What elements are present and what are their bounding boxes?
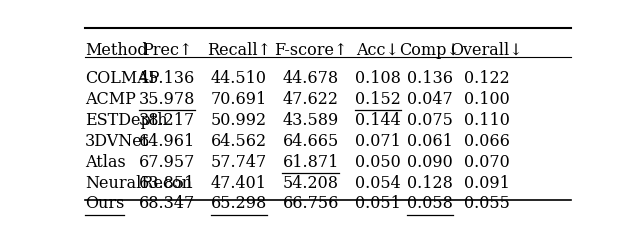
Text: NeuralRecon: NeuralRecon bbox=[85, 174, 192, 191]
Text: F-score↑: F-score↑ bbox=[274, 42, 348, 59]
Text: 0.122: 0.122 bbox=[464, 70, 509, 87]
Text: 54.208: 54.208 bbox=[283, 174, 339, 191]
Text: 0.071: 0.071 bbox=[355, 132, 401, 149]
Text: 63.851: 63.851 bbox=[139, 174, 195, 191]
Text: 0.108: 0.108 bbox=[355, 70, 401, 87]
Text: 0.136: 0.136 bbox=[406, 70, 452, 87]
Text: 0.100: 0.100 bbox=[464, 91, 509, 108]
Text: 47.401: 47.401 bbox=[211, 174, 267, 191]
Text: 3DVNet: 3DVNet bbox=[85, 132, 149, 149]
Text: 68.347: 68.347 bbox=[139, 195, 195, 212]
Text: 70.691: 70.691 bbox=[211, 91, 267, 108]
Text: 61.871: 61.871 bbox=[282, 153, 339, 170]
Text: Ours: Ours bbox=[85, 195, 124, 212]
Text: 0.058: 0.058 bbox=[407, 195, 452, 212]
Text: Comp↓: Comp↓ bbox=[399, 42, 460, 59]
Text: 0.047: 0.047 bbox=[407, 91, 452, 108]
Text: 64.665: 64.665 bbox=[282, 132, 339, 149]
Text: 0.128: 0.128 bbox=[407, 174, 452, 191]
Text: 0.050: 0.050 bbox=[355, 153, 401, 170]
Text: 67.957: 67.957 bbox=[139, 153, 195, 170]
Text: 0.055: 0.055 bbox=[464, 195, 509, 212]
Text: 44.678: 44.678 bbox=[283, 70, 339, 87]
Text: 43.589: 43.589 bbox=[282, 112, 339, 128]
Text: 0.054: 0.054 bbox=[355, 174, 401, 191]
Text: Atlas: Atlas bbox=[85, 153, 125, 170]
Text: 0.090: 0.090 bbox=[407, 153, 452, 170]
Text: 35.978: 35.978 bbox=[139, 91, 195, 108]
Text: 0.144: 0.144 bbox=[355, 112, 401, 128]
Text: Prec↑: Prec↑ bbox=[141, 42, 192, 59]
Text: 45.136: 45.136 bbox=[139, 70, 195, 87]
Text: 0.061: 0.061 bbox=[407, 132, 452, 149]
Text: Method: Method bbox=[85, 42, 148, 59]
Text: Acc↓: Acc↓ bbox=[356, 42, 399, 59]
Text: 64.961: 64.961 bbox=[139, 132, 195, 149]
Text: ESTDepth: ESTDepth bbox=[85, 112, 168, 128]
Text: 0.070: 0.070 bbox=[464, 153, 509, 170]
Text: 64.562: 64.562 bbox=[211, 132, 267, 149]
Text: 44.510: 44.510 bbox=[211, 70, 267, 87]
Text: COLMAP: COLMAP bbox=[85, 70, 159, 87]
Text: 0.110: 0.110 bbox=[464, 112, 509, 128]
Text: 66.756: 66.756 bbox=[282, 195, 339, 212]
Text: Recall↑: Recall↑ bbox=[207, 42, 271, 59]
Text: 47.622: 47.622 bbox=[283, 91, 339, 108]
Text: 50.992: 50.992 bbox=[211, 112, 267, 128]
Text: 0.051: 0.051 bbox=[355, 195, 401, 212]
Text: 0.152: 0.152 bbox=[355, 91, 401, 108]
Text: 57.747: 57.747 bbox=[211, 153, 267, 170]
Text: ACMP: ACMP bbox=[85, 91, 136, 108]
Text: 0.091: 0.091 bbox=[464, 174, 509, 191]
Text: Overall↓: Overall↓ bbox=[451, 42, 523, 59]
Text: 0.066: 0.066 bbox=[464, 132, 509, 149]
Text: 38.217: 38.217 bbox=[139, 112, 195, 128]
Text: 65.298: 65.298 bbox=[211, 195, 267, 212]
Text: 0.075: 0.075 bbox=[407, 112, 452, 128]
